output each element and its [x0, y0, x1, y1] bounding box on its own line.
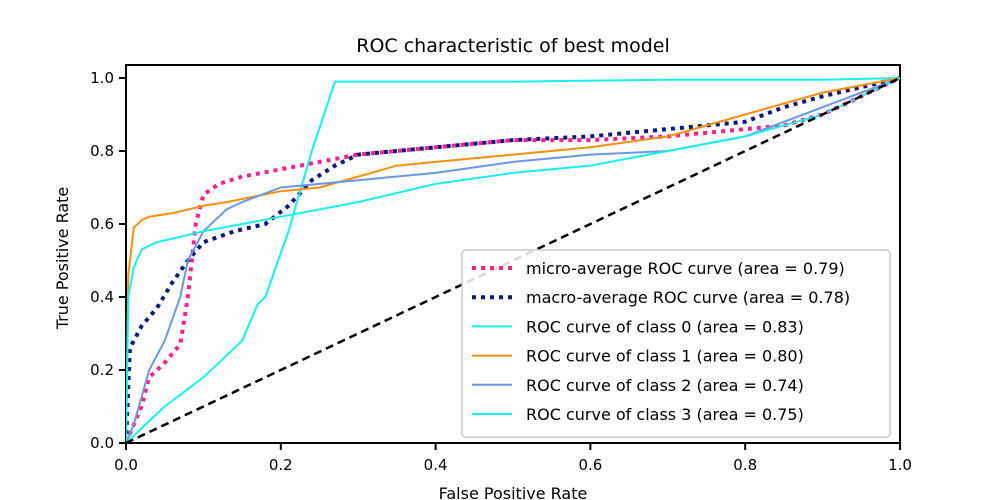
legend: micro-average ROC curve (area = 0.79) mac…: [461, 249, 891, 438]
axis-ticks: 0.0 0.2 0.4 0.6 0.8 1.0 0.0 0.2 0.4 0.6 0.8 1.0: [90, 69, 912, 474]
plot-frame: [125, 64, 901, 444]
x-axis-label: False Positive Rate: [439, 484, 588, 500]
series-line-4: [126, 77, 900, 444]
series-line-1: [126, 76, 900, 444]
legend-label: ROC curve of class 0 (area = 0.83): [526, 317, 804, 336]
y-tick-label: 0.8: [90, 142, 114, 160]
legend-label: micro-average ROC curve (area = 0.79): [526, 259, 845, 278]
y-axis-label: True Positive Rate: [53, 187, 72, 331]
x-tick-label: 1.0: [888, 456, 912, 474]
legend-label: ROC curve of class 1 (area = 0.80): [526, 347, 804, 366]
legend-label: ROC curve of class 2 (area = 0.74): [526, 376, 804, 395]
series-line-0: [126, 76, 900, 444]
y-tick-label: 0.4: [90, 288, 114, 306]
plot-area: [125, 64, 901, 445]
legend-label: macro-average ROC curve (area = 0.78): [526, 288, 850, 307]
y-tick-label: 0.0: [90, 434, 114, 452]
series-line-5: [126, 77, 900, 444]
x-tick-label: 0.0: [114, 456, 138, 474]
x-tick-label: 0.2: [269, 456, 293, 474]
y-tick-label: 0.2: [90, 361, 114, 379]
curves: [126, 76, 900, 445]
y-tick-label: 0.6: [90, 215, 114, 233]
x-tick-label: 0.4: [424, 456, 448, 474]
y-tick-label: 1.0: [90, 69, 114, 87]
legend-label: ROC curve of class 3 (area = 0.75): [526, 405, 804, 424]
x-tick-label: 0.8: [733, 456, 757, 474]
x-tick-label: 0.6: [578, 456, 602, 474]
chart-title: ROC characteristic of best model: [356, 35, 670, 57]
series-line-2: [126, 77, 900, 444]
legend-box: [461, 249, 891, 438]
